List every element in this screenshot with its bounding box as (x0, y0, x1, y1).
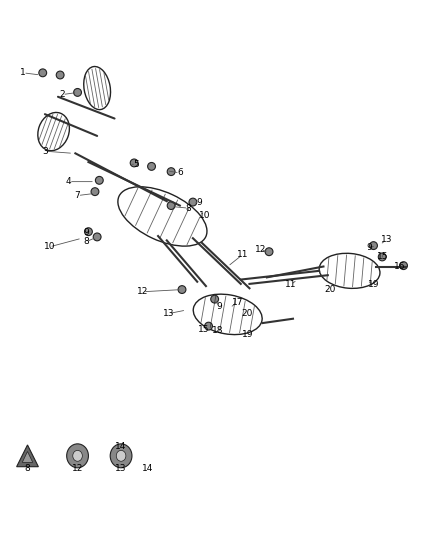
Text: 6: 6 (177, 168, 183, 177)
Text: 11: 11 (237, 250, 249, 259)
Text: 20: 20 (324, 285, 336, 294)
Text: 13: 13 (163, 309, 175, 318)
Text: 20: 20 (242, 309, 253, 318)
Circle shape (167, 168, 175, 175)
Text: 9: 9 (197, 198, 202, 207)
Circle shape (85, 228, 92, 236)
Polygon shape (17, 445, 39, 467)
Circle shape (399, 262, 407, 270)
Text: 9: 9 (83, 228, 89, 237)
Circle shape (167, 201, 175, 209)
Circle shape (211, 295, 219, 303)
Text: 15: 15 (198, 325, 209, 334)
Ellipse shape (73, 450, 82, 461)
Text: 2: 2 (60, 90, 65, 99)
Text: 19: 19 (241, 330, 253, 340)
Circle shape (91, 188, 99, 196)
Circle shape (370, 241, 378, 249)
Text: 4: 4 (66, 177, 72, 186)
Circle shape (265, 248, 273, 256)
Text: 8: 8 (186, 204, 191, 213)
Text: 12: 12 (72, 464, 83, 473)
Text: 11: 11 (285, 280, 297, 289)
Text: 5: 5 (134, 160, 139, 169)
Polygon shape (22, 451, 33, 462)
Circle shape (205, 322, 212, 330)
Text: 17: 17 (232, 298, 243, 306)
Text: 14: 14 (141, 464, 153, 473)
Text: 8: 8 (83, 237, 89, 246)
Circle shape (148, 163, 155, 171)
Circle shape (56, 71, 64, 79)
Text: 1: 1 (20, 68, 26, 77)
Ellipse shape (67, 444, 88, 468)
Text: 3: 3 (42, 147, 48, 156)
Circle shape (39, 69, 47, 77)
Text: 8: 8 (25, 464, 30, 473)
Text: 15: 15 (376, 253, 388, 261)
Text: 9: 9 (216, 302, 222, 311)
Ellipse shape (110, 444, 132, 468)
Text: 10: 10 (199, 211, 211, 220)
Text: 13: 13 (115, 464, 127, 473)
Text: 9: 9 (366, 243, 372, 252)
Circle shape (178, 286, 186, 294)
Text: 10: 10 (43, 243, 55, 252)
Circle shape (130, 159, 138, 167)
Text: 16: 16 (394, 262, 405, 271)
Circle shape (95, 176, 103, 184)
Circle shape (378, 253, 386, 261)
Text: 13: 13 (381, 235, 392, 244)
Text: 18: 18 (212, 326, 224, 335)
Text: 14: 14 (115, 442, 127, 451)
Text: 19: 19 (368, 280, 379, 289)
Circle shape (189, 198, 197, 206)
Circle shape (93, 233, 101, 241)
Text: 12: 12 (137, 287, 148, 296)
Ellipse shape (116, 450, 126, 461)
Text: 7: 7 (74, 191, 81, 200)
Text: 12: 12 (254, 246, 266, 254)
Circle shape (74, 88, 81, 96)
